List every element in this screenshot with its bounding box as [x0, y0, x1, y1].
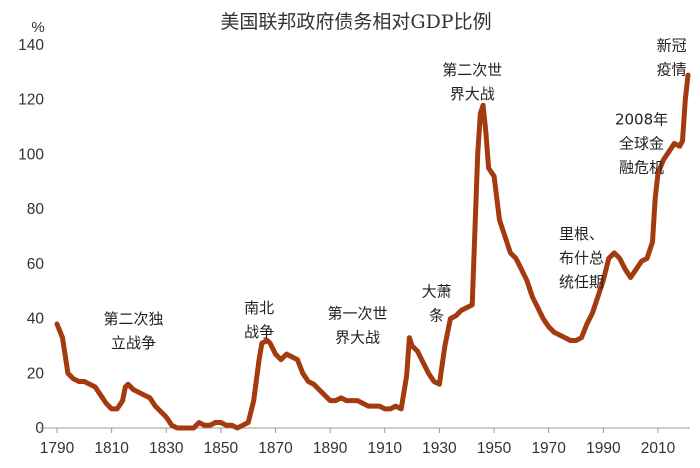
event-annotation: 里根、布什总统任期 [559, 225, 604, 291]
annotations: 第二次独立战争南北战争第一次世界大战大萧条第二次世界大战里根、布什总统任期200… [103, 36, 686, 352]
annotation-line: 条 [429, 307, 444, 325]
x-tick-label: 2010 [641, 440, 676, 457]
y-axis: 0 20 40 60 80 100 120 140 [18, 37, 44, 437]
annotation-line: 融危机 [619, 158, 664, 176]
annotation-line: 南北 [244, 299, 274, 317]
event-annotation: 南北战争 [244, 299, 274, 341]
event-annotation: 第一次世界大战 [327, 305, 387, 347]
debt-to-gdp-line [54, 72, 691, 431]
annotation-line: 统任期 [559, 273, 604, 291]
y-tick-label: 120 [18, 92, 44, 109]
x-tick-label: 1990 [586, 440, 621, 457]
annotation-line: 界大战 [335, 329, 380, 347]
chart-title: 美国联邦政府债务相对GDP比例 [220, 11, 491, 33]
y-tick-label: 80 [27, 201, 45, 218]
event-annotation: 大萧条 [422, 283, 452, 325]
y-tick-label: 0 [35, 420, 44, 437]
x-tick-label: 1850 [204, 440, 239, 457]
event-annotation: 2008年全球金融危机 [615, 110, 668, 176]
x-axis: 1790 1810 1830 1850 1870 1890 1910 1930 1950 1970… [40, 428, 676, 457]
y-tick-label: 20 [27, 365, 45, 382]
annotation-line: 第二次独 [103, 310, 163, 328]
x-tick-label: 1910 [368, 440, 403, 457]
annotation-line: 第二次世 [442, 61, 502, 79]
annotation-line: 全球金 [619, 134, 664, 152]
y-tick-label: 60 [27, 256, 45, 273]
x-tick-label: 1970 [531, 440, 566, 457]
x-tick-label: 1870 [258, 440, 293, 457]
x-tick-label: 1830 [149, 440, 184, 457]
event-annotation: 第二次独立战争 [103, 310, 163, 352]
event-annotation: 第二次世界大战 [442, 61, 502, 103]
annotation-line: 2008年 [615, 110, 668, 128]
y-axis-unit-label: % [31, 19, 44, 36]
annotation-line: 界大战 [450, 85, 495, 103]
annotation-line: 里根、 [559, 225, 604, 243]
y-tick-label: 140 [18, 37, 44, 54]
y-tick-label: 100 [18, 146, 44, 163]
y-tick-label: 40 [27, 311, 45, 328]
x-tick-label: 1930 [422, 440, 457, 457]
annotation-line: 立战争 [111, 334, 156, 352]
annotation-line: 疫情 [657, 60, 687, 78]
x-tick-label: 1790 [40, 440, 75, 457]
annotation-line: 大萧 [422, 283, 452, 301]
x-tick-label: 1890 [313, 440, 348, 457]
x-tick-label: 1810 [94, 440, 129, 457]
event-annotation: 新冠疫情 [657, 36, 687, 78]
series-layer [54, 72, 691, 431]
annotation-line: 新冠 [657, 36, 687, 54]
annotation-line: 布什总 [559, 249, 604, 267]
annotation-line: 第一次世 [327, 305, 387, 323]
annotation-line: 战争 [244, 323, 274, 341]
x-tick-label: 1950 [477, 440, 512, 457]
